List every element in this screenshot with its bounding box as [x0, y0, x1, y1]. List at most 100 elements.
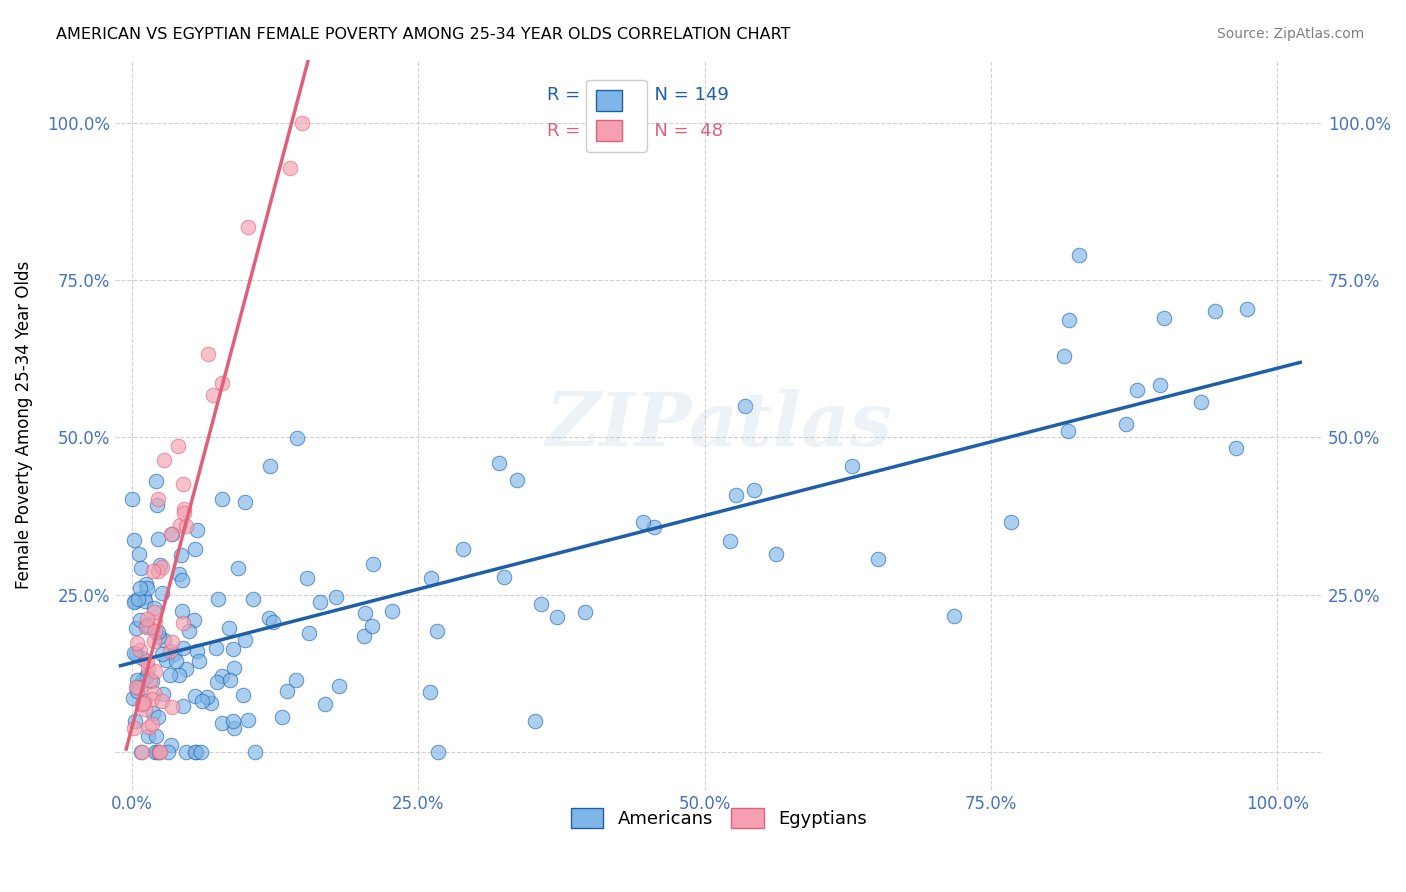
Point — [125, 680, 148, 694]
Point — [136, 661, 159, 675]
Point — [328, 679, 350, 693]
Point — [134, 702, 156, 716]
Text: Source: ZipAtlas.com: Source: ZipAtlas.com — [1216, 27, 1364, 41]
Point — [165, 655, 187, 669]
Point — [125, 621, 148, 635]
Point — [128, 613, 150, 627]
Point — [135, 576, 157, 591]
Point — [943, 609, 966, 624]
Point — [285, 431, 308, 445]
Point — [278, 161, 301, 175]
Point — [201, 388, 224, 402]
Point — [124, 595, 146, 609]
Point — [148, 631, 170, 645]
Point — [236, 219, 259, 234]
Point — [129, 643, 152, 657]
Point — [1153, 310, 1175, 325]
Point — [146, 498, 169, 512]
Point — [153, 633, 176, 648]
Point — [184, 541, 207, 556]
Point — [141, 692, 163, 706]
Point — [1053, 349, 1076, 363]
Point — [172, 616, 194, 631]
Point — [153, 452, 176, 467]
Point — [276, 684, 298, 698]
Point — [174, 662, 197, 676]
Point — [353, 606, 375, 620]
Point — [142, 564, 165, 578]
Point — [128, 547, 150, 561]
Point — [1236, 302, 1258, 317]
Point — [143, 745, 166, 759]
Point — [190, 745, 212, 759]
Point — [124, 594, 146, 608]
Point — [131, 673, 153, 688]
Point — [125, 648, 148, 662]
Point — [200, 696, 222, 710]
Point — [427, 745, 450, 759]
Point — [765, 548, 787, 562]
Point — [136, 617, 159, 632]
Point — [546, 610, 568, 624]
Point — [131, 698, 153, 712]
Text: R = 0.664   N = 149: R = 0.664 N = 149 — [547, 87, 730, 104]
Point — [159, 644, 181, 658]
Point — [146, 532, 169, 546]
Point — [139, 673, 162, 688]
Point — [132, 590, 155, 604]
Point — [381, 604, 404, 618]
Text: ZIPatlas: ZIPatlas — [546, 389, 893, 461]
Point — [143, 634, 166, 648]
Point — [136, 654, 159, 668]
Point — [308, 595, 330, 609]
Point — [183, 614, 205, 628]
Point — [172, 573, 194, 587]
Point — [127, 683, 149, 698]
Point — [127, 680, 149, 694]
Point — [148, 745, 170, 759]
Point — [124, 721, 146, 735]
Point — [121, 492, 143, 507]
Point — [150, 647, 173, 661]
Point — [141, 717, 163, 731]
Point — [232, 689, 254, 703]
Point — [197, 346, 219, 360]
Point — [353, 629, 375, 643]
Point — [419, 571, 441, 585]
Point — [129, 745, 152, 759]
Point — [152, 687, 174, 701]
Point — [122, 646, 145, 660]
Point — [488, 456, 510, 470]
Point — [205, 641, 228, 656]
Point — [262, 615, 284, 629]
Point — [163, 647, 186, 661]
Point — [143, 624, 166, 639]
Point — [131, 651, 153, 665]
Point — [284, 673, 307, 688]
Point — [160, 635, 183, 649]
Point — [142, 600, 165, 615]
Point — [141, 706, 163, 720]
Point — [135, 620, 157, 634]
Point — [298, 625, 321, 640]
Point — [131, 745, 153, 759]
Point — [1204, 303, 1226, 318]
Point — [148, 745, 170, 759]
Point — [124, 714, 146, 728]
Point — [159, 668, 181, 682]
Point — [574, 605, 596, 619]
Point — [172, 640, 194, 655]
Point — [211, 491, 233, 506]
Point — [135, 619, 157, 633]
Point — [138, 720, 160, 734]
Point — [183, 745, 205, 759]
Point — [155, 653, 177, 667]
Point — [186, 745, 208, 759]
Point — [1115, 417, 1137, 431]
Point — [146, 709, 169, 723]
Point — [122, 691, 145, 706]
Point — [173, 506, 195, 520]
Point — [136, 667, 159, 681]
Point — [841, 459, 863, 474]
Point — [242, 592, 264, 607]
